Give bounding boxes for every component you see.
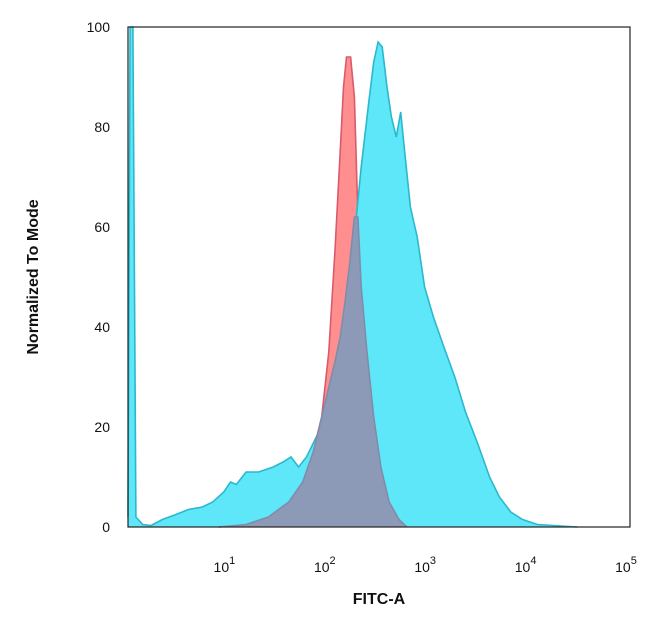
series-3-outline [218,216,408,528]
plot-frame [127,26,631,528]
y-tick-label: 0 [102,519,110,535]
series-layer [127,26,578,528]
y-tick-label: 40 [94,319,110,335]
x-axis-ticks: 101 102 103 104 105 [214,555,637,575]
x-tick-label: 102 [314,555,336,575]
y-tick-label: 100 [87,19,111,35]
y-axis-title: Normalized To Mode [25,199,42,354]
x-axis-title: FITC-A [353,591,406,608]
x-tick-label: 105 [615,555,637,575]
y-tick-label: 80 [94,119,110,135]
y-tick-label: 60 [94,219,110,235]
x-tick-label: 103 [414,555,436,575]
x-tick-label: 104 [515,555,537,575]
y-tick-label: 20 [94,419,110,435]
y-axis-ticks: 0 20 40 60 80 100 [87,19,111,535]
series-3-area [218,217,407,527]
x-tick-label: 101 [214,555,236,575]
